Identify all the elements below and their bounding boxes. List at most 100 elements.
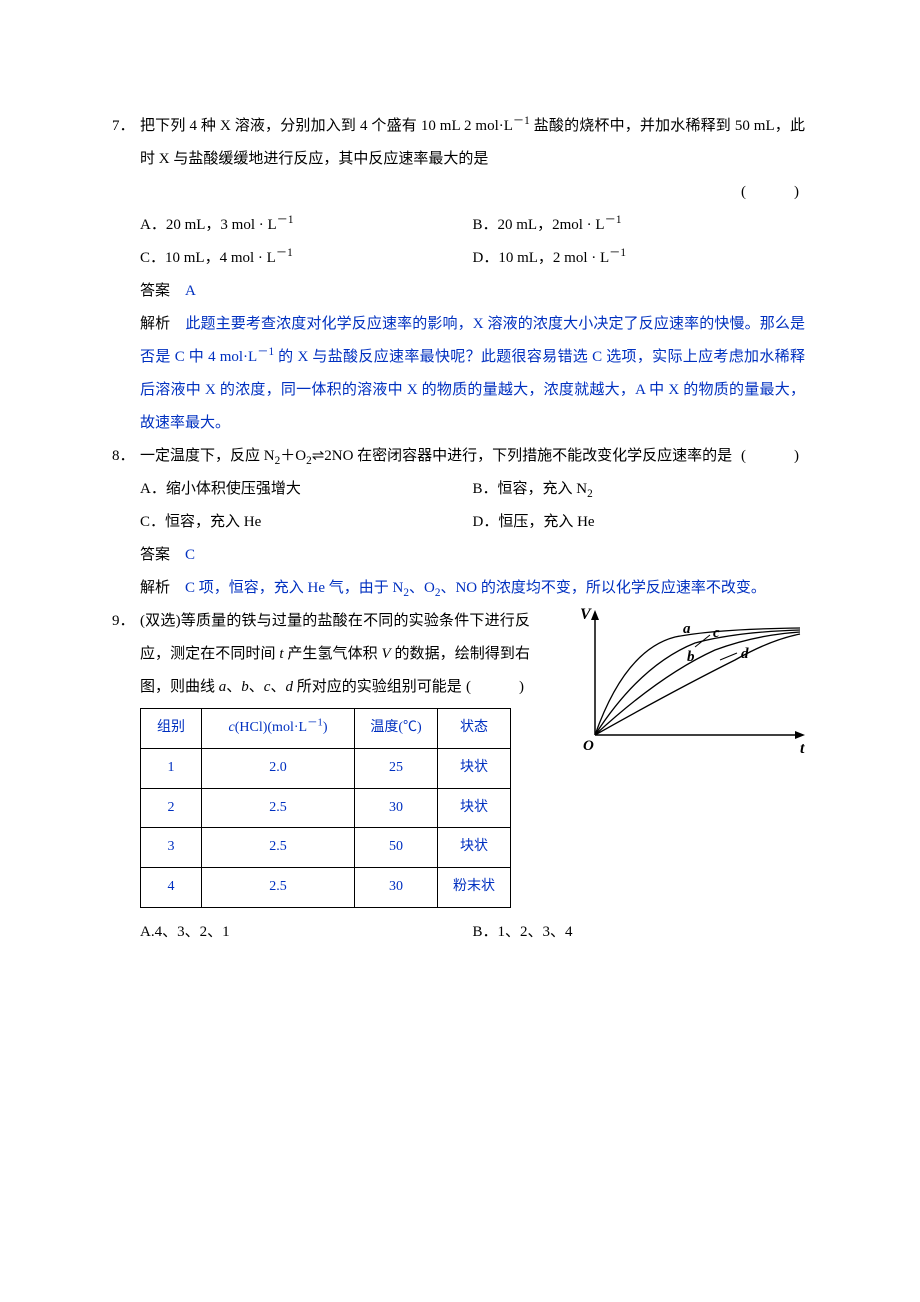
question-7: 7． 把下列 4 种 X 溶液，分别加入到 4 个盛有 10 mL 2 mol·… <box>140 110 805 440</box>
curve-c <box>595 632 800 735</box>
exp-part: 、NO 的浓度均不变，所以化学反应速率不改变。 <box>440 580 765 596</box>
table-row: 2 2.5 30 块状 <box>141 788 511 828</box>
table-cell: 2.5 <box>202 788 355 828</box>
curve-label-c: c <box>713 625 720 641</box>
table-header: 温度(℃) <box>355 709 438 749</box>
options-row: C．恒容，充入 He D．恒压，充入 He <box>140 506 805 539</box>
stem-text: 产生氢气体积 <box>284 646 382 662</box>
question-number: 9． <box>112 605 135 638</box>
sep: 、 <box>270 679 285 695</box>
exp-part: C 项，恒容，充入 He 气，由于 N <box>185 580 403 596</box>
table-header-row: 组别 c(HCl)(mol·L－1) 温度(℃) 状态 <box>141 709 511 749</box>
table-cell: 块状 <box>438 748 511 788</box>
table-cell: 4 <box>141 868 202 908</box>
superscript: －1 <box>605 214 622 226</box>
stem-text: ＋O <box>280 448 306 464</box>
stem-text: 把下列 4 种 X 溶液，分别加入到 4 个盛有 10 mL 2 mol·L <box>140 118 513 134</box>
option-a: A．20 mL，3 mol · L－1 <box>140 209 473 242</box>
table-cell: 1 <box>141 748 202 788</box>
curve-b <box>595 630 800 735</box>
superscript: －1 <box>277 214 294 226</box>
label-line-c <box>695 635 710 647</box>
stem-text: ⇌2NO 在密闭容器中进行，下列措施不能改变化学反应速率的是 <box>312 448 733 464</box>
option-text: B．20 mL，2mol · L <box>473 217 605 233</box>
experiment-table: 组别 c(HCl)(mol·L－1) 温度(℃) 状态 1 2.0 25 块状 … <box>140 708 511 908</box>
blank-paren: ( ) <box>741 440 805 473</box>
stem-text: 一定温度下，反应 N <box>140 448 275 464</box>
table-header: 状态 <box>438 709 511 749</box>
exp-part: 、O <box>409 580 435 596</box>
subscript: 2 <box>587 488 593 500</box>
table-cell: 块状 <box>438 788 511 828</box>
explanation-text: C 项，恒容，充入 He 气，由于 N2、O2、NO 的浓度均不变，所以化学反应… <box>185 580 766 596</box>
superscript: －1 <box>513 115 530 127</box>
option-c: C．10 mL，4 mol · L－1 <box>140 242 473 275</box>
y-axis-label: V <box>580 606 592 623</box>
explanation: 解析 此题主要考查浓度对化学反应速率的影响，X 溶液的浓度大小决定了反应速率的快… <box>140 308 805 440</box>
blank-paren: ( ) <box>741 176 805 209</box>
options-row: A.4、3、2、1 B．1、2、3、4 <box>140 916 805 949</box>
table-cell: 25 <box>355 748 438 788</box>
superscript: －1 <box>257 346 274 358</box>
curve-a <box>595 628 800 735</box>
table-header: c(HCl)(mol·L－1) <box>202 709 355 749</box>
var-b: b <box>241 679 249 695</box>
option-d: D．恒压，充入 He <box>473 506 806 539</box>
sep: 、 <box>249 679 264 695</box>
curve-d <box>595 634 800 735</box>
question-8: 8． 一定温度下，反应 N2＋O2⇌2NO 在密闭容器中进行，下列措施不能改变化… <box>140 440 805 605</box>
answer-label: 答案 <box>140 547 185 563</box>
question-stem: (双选)等质量的铁与过量的盐酸在不同的实验条件下进行反应，测定在不同时间 t 产… <box>140 605 530 704</box>
question-number: 8． <box>112 440 135 473</box>
table-cell: 50 <box>355 828 438 868</box>
table-row: 3 2.5 50 块状 <box>141 828 511 868</box>
stem-text: 所对应的实验组别可能是 <box>293 679 462 695</box>
option-a: A．缩小体积使压强增大 <box>140 473 473 506</box>
table-cell: 2.5 <box>202 868 355 908</box>
blank-paren: ( ) <box>466 671 530 704</box>
table-cell: 2 <box>141 788 202 828</box>
var-d: d <box>285 679 293 695</box>
option-d: D．10 mL，2 mol · L－1 <box>473 242 806 275</box>
x-axis-label: t <box>800 740 805 757</box>
option-text: C．10 mL，4 mol · L <box>140 250 276 266</box>
explanation: 解析 C 项，恒容，充入 He 气，由于 N2、O2、NO 的浓度均不变，所以化… <box>140 572 805 605</box>
option-c: C．恒容，充入 He <box>140 506 473 539</box>
table-row: 1 2.0 25 块状 <box>141 748 511 788</box>
sep: 、 <box>226 679 241 695</box>
question-stem: 把下列 4 种 X 溶液，分别加入到 4 个盛有 10 mL 2 mol·L－1… <box>140 110 805 176</box>
answer-line: 答案 C <box>140 539 805 572</box>
y-axis-arrow <box>591 610 599 620</box>
chart-svg: V t O a b c d <box>565 605 815 760</box>
option-b: B．1、2、3、4 <box>473 916 806 949</box>
explanation-label: 解析 <box>140 580 185 596</box>
superscript: －1 <box>276 247 293 259</box>
table-cell: 30 <box>355 788 438 828</box>
option-b: B．20 mL，2mol · L－1 <box>473 209 806 242</box>
answer-value: A <box>185 283 196 299</box>
table-cell: 粉末状 <box>438 868 511 908</box>
table-header: 组别 <box>141 709 202 749</box>
option-b: B．恒容，充入 N2 <box>473 473 806 506</box>
answer-value: C <box>185 547 195 563</box>
table-cell: 2.5 <box>202 828 355 868</box>
question-stem: 一定温度下，反应 N2＋O2⇌2NO 在密闭容器中进行，下列措施不能改变化学反应… <box>140 440 805 473</box>
question-9: 9． V t O a b <box>140 605 805 949</box>
options-row: A．缩小体积使压强增大 B．恒容，充入 N2 <box>140 473 805 506</box>
table-cell: 2.0 <box>202 748 355 788</box>
var-v: V <box>382 646 391 662</box>
option-text: B．恒容，充入 N <box>473 481 588 497</box>
explanation-label: 解析 <box>140 316 185 332</box>
table-cell: 3 <box>141 828 202 868</box>
option-text: D．10 mL，2 mol · L <box>473 250 610 266</box>
answer-line: 答案 A <box>140 275 805 308</box>
label-line-d <box>720 653 737 660</box>
options-row: C．10 mL，4 mol · L－1 D．10 mL，2 mol · L－1 <box>140 242 805 275</box>
option-text: A．20 mL，3 mol · L <box>140 217 277 233</box>
x-axis-arrow <box>795 731 805 739</box>
table-cell: 30 <box>355 868 438 908</box>
volume-time-chart: V t O a b c d <box>565 605 815 765</box>
explanation-text: 此题主要考查浓度对化学反应速率的影响，X 溶液的浓度大小决定了反应速率的快慢。那… <box>140 316 805 431</box>
curve-label-d: d <box>741 646 749 662</box>
option-a: A.4、3、2、1 <box>140 916 473 949</box>
